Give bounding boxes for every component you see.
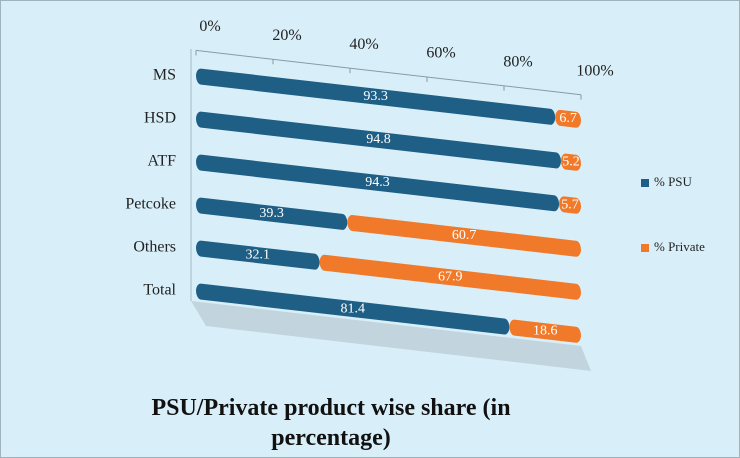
y-tick-label: Others [133, 239, 176, 256]
x-tick-label: 80% [503, 54, 532, 71]
x-tick-label: 20% [272, 27, 301, 44]
data-label: 39.3 [259, 206, 284, 221]
data-label: 67.9 [438, 269, 463, 284]
data-label: 60.7 [452, 228, 477, 243]
x-tick-label: 60% [426, 45, 455, 62]
y-tick-label: ATF [148, 153, 177, 170]
bar-segment [196, 240, 320, 270]
bar-segment [319, 254, 581, 300]
bar-segment [347, 214, 581, 257]
data-label: 6.7 [559, 111, 577, 126]
bar-segment [559, 196, 581, 214]
bar-segment [555, 109, 582, 128]
x-tick-label: 40% [349, 36, 378, 53]
data-label: 32.1 [246, 247, 271, 262]
y-tick-label: Petcoke [125, 196, 176, 213]
bar-segment [560, 153, 581, 171]
bar-segment [509, 319, 582, 343]
y-tick-label: MS [153, 67, 176, 84]
bar-segment [196, 111, 561, 169]
data-label: 93.3 [363, 89, 388, 104]
data-label: 94.8 [366, 132, 391, 147]
y-tick-label: HSD [144, 110, 176, 127]
bar-segment [196, 154, 560, 212]
y-tick-label: Total [143, 282, 176, 299]
data-label: 5.7 [561, 197, 579, 212]
data-label: 81.4 [340, 301, 365, 316]
legend-label: % Private [654, 239, 705, 254]
x-tick-label: 100% [576, 62, 613, 79]
bar-segment [196, 68, 556, 125]
plot-area [195, 49, 582, 343]
data-label: 5.2 [562, 154, 580, 169]
legend-label: % PSU [654, 174, 693, 189]
chart-title: PSU/Private product wise share (in perce… [151, 395, 511, 451]
bar-segment [196, 283, 510, 335]
x-axis-line [196, 49, 581, 96]
data-label: 94.3 [365, 175, 390, 190]
x-tick-label: 0% [199, 18, 220, 35]
bar-segment [196, 197, 348, 230]
data-label: 18.6 [533, 323, 558, 338]
legend-swatch [641, 179, 649, 187]
floor [191, 301, 591, 371]
legend-swatch [641, 244, 649, 252]
